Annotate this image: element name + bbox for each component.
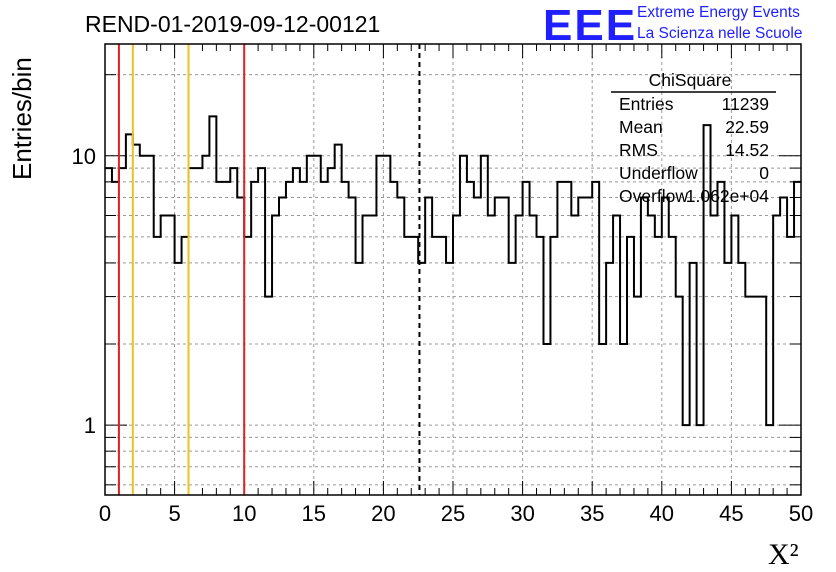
x-tick-label: 30	[510, 501, 534, 526]
stats-overflow-label: Overflow	[619, 186, 688, 206]
logo-line-1: Extreme Energy Events	[637, 4, 800, 21]
stats-overflow-value: 1.062e+04	[686, 186, 769, 206]
x-tick-label: 15	[302, 501, 326, 526]
y-axis-title: Entries/bin	[7, 57, 37, 180]
stats-entries-label: Entries	[619, 94, 674, 114]
x-tick-label: 5	[168, 501, 180, 526]
x-tick-label: 35	[580, 501, 604, 526]
y-tick-label: 1	[84, 413, 96, 438]
eee-logo: EEE Extreme Energy Events La Scienza nel…	[543, 1, 802, 50]
stats-mean-label: Mean	[619, 117, 663, 137]
x-tick-label: 25	[441, 501, 465, 526]
stats-box: ChiSquare Entries 11239 Mean 22.59 RMS 1…	[611, 70, 776, 206]
logo-line-2: La Scienza nelle Scuole	[637, 25, 802, 42]
stats-underflow-value: 0	[759, 163, 769, 183]
x-tick-label: 40	[650, 501, 674, 526]
plot-frame	[104, 43, 802, 496]
vertical-lines	[117, 44, 421, 495]
x-tick-label: 20	[371, 501, 395, 526]
chart-title: REND-01-2019-09-12-00121	[85, 11, 380, 37]
y-tick-labels: 1 10	[72, 144, 96, 438]
stats-mean-value: 22.59	[725, 117, 769, 137]
histogram-series	[105, 115, 801, 427]
x-tick-label: 50	[789, 501, 813, 526]
stats-rms-label: RMS	[619, 140, 658, 160]
y-tick-label: 10	[72, 144, 96, 169]
x-tick-label: 45	[719, 501, 743, 526]
stats-name: ChiSquare	[649, 70, 732, 90]
stats-entries-value: 11239	[722, 94, 769, 114]
x-tick-label: 0	[99, 501, 111, 526]
stats-underflow-label: Underflow	[619, 163, 698, 183]
stats-rms-value: 14.52	[725, 140, 769, 160]
x-tick-label: 10	[232, 501, 256, 526]
x-tick-labels: 0 5 10 15 20 25 30 35 40 45 50	[99, 501, 813, 526]
x-axis-title: X²	[768, 538, 799, 571]
logo-acronym: EEE	[543, 1, 637, 50]
